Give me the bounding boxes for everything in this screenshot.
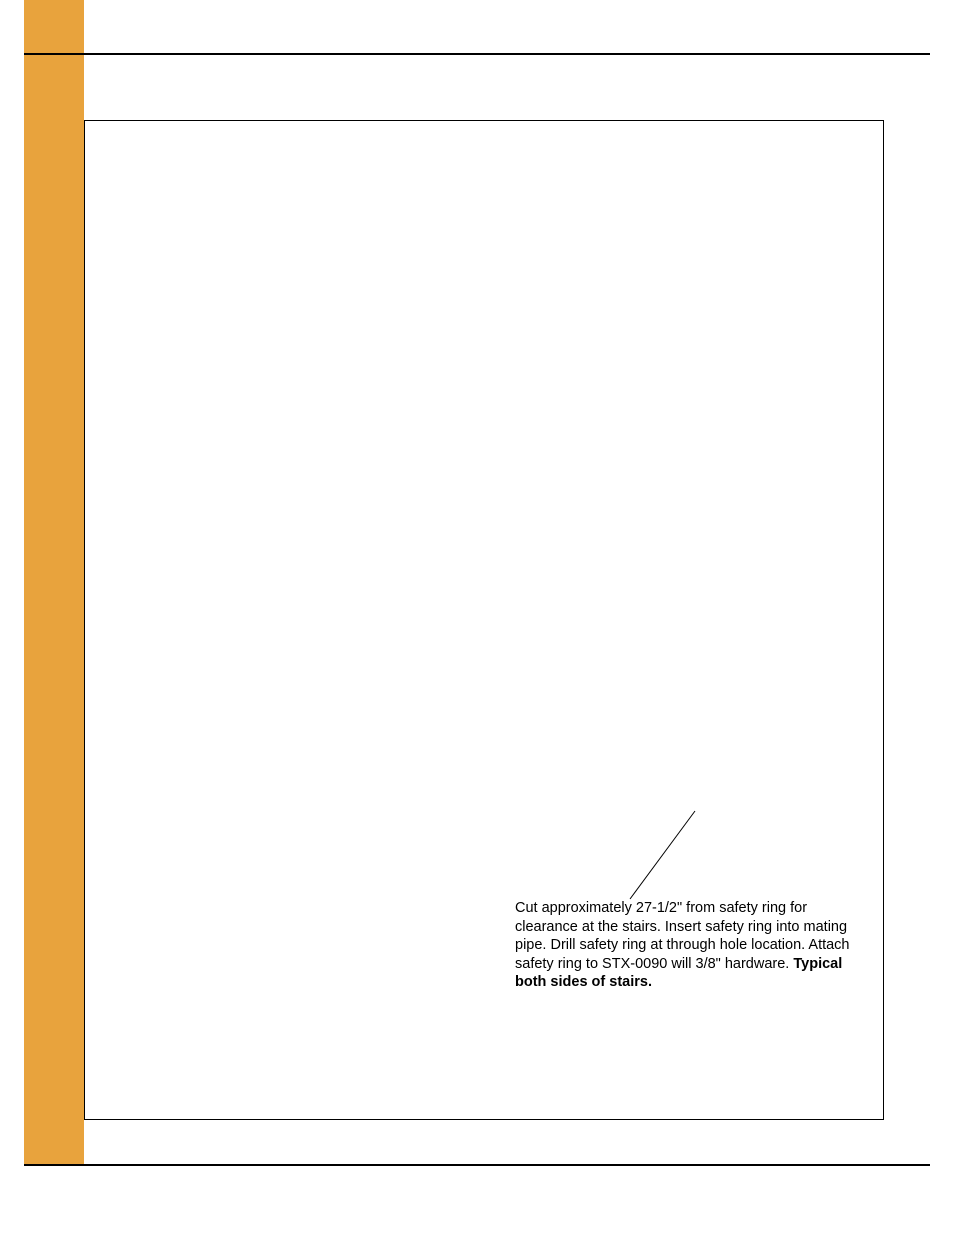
left-accent-bar <box>24 0 84 1164</box>
page: Cut approximately 27-1/2" from safety ri… <box>0 0 954 1235</box>
figure-frame: Cut approximately 27-1/2" from safety ri… <box>84 120 884 1120</box>
callout-text: Cut approximately 27-1/2" from safety ri… <box>515 899 860 992</box>
bottom-rule <box>24 1164 930 1166</box>
top-rule <box>24 53 930 55</box>
